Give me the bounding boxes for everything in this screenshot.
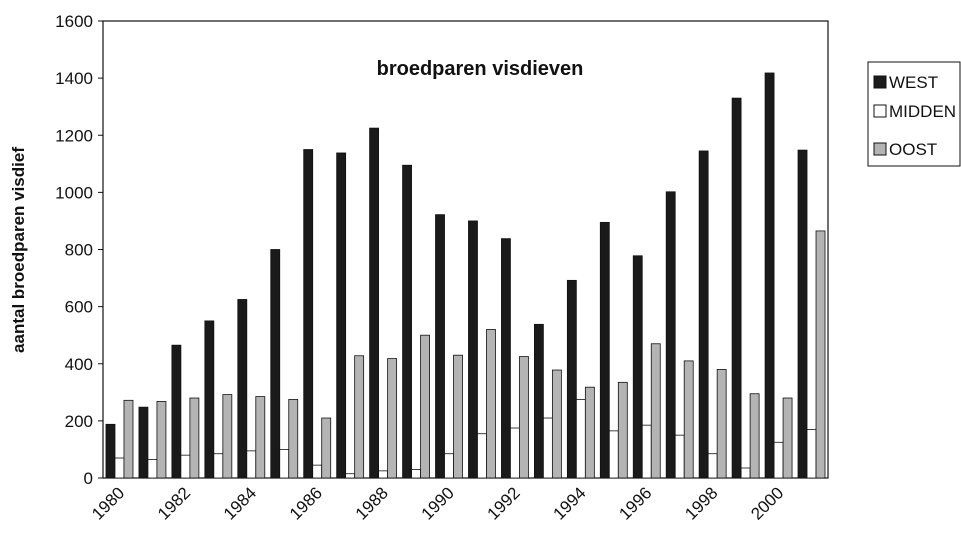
bar (204, 320, 215, 479)
bar (698, 150, 709, 479)
x-tick-label: 2000 (747, 483, 787, 523)
bar (617, 381, 628, 479)
bar (641, 424, 652, 479)
bar (731, 97, 742, 479)
bar (584, 386, 595, 479)
legend-label: WEST (889, 73, 938, 92)
bar (575, 399, 586, 479)
bar (674, 434, 685, 479)
bar (608, 430, 619, 479)
bar (222, 394, 233, 479)
bar (411, 469, 421, 479)
bar (806, 429, 817, 479)
x-tick-label: 1994 (549, 483, 589, 523)
y-tick-label: 1000 (55, 183, 93, 202)
bar (123, 399, 134, 479)
x-tick-label: 1984 (220, 483, 260, 523)
bar (279, 449, 290, 479)
bar (519, 356, 529, 479)
y-tick-label: 1400 (55, 69, 93, 88)
bar (105, 423, 116, 479)
legend-swatch (873, 142, 887, 156)
chart-title: broedparen visdieven (377, 58, 584, 80)
bar (336, 152, 347, 479)
x-tick-label: 1998 (681, 483, 721, 523)
bar (542, 417, 553, 479)
y-tick-label: 800 (65, 241, 93, 260)
bar (378, 470, 389, 479)
legend-swatch (873, 75, 887, 89)
bar (533, 323, 544, 479)
bar (566, 279, 577, 479)
bar (797, 149, 808, 479)
bar (288, 399, 299, 479)
bar (665, 191, 676, 479)
bar (650, 343, 661, 479)
x-tick-label: 1988 (352, 483, 392, 523)
y-tick-label: 200 (65, 412, 93, 431)
bar (773, 441, 784, 479)
bar (255, 396, 266, 479)
bar (707, 453, 718, 479)
bar (551, 369, 562, 479)
bar (114, 457, 125, 479)
bar (486, 329, 496, 479)
y-tick-label: 1200 (55, 126, 93, 145)
bar (444, 453, 454, 479)
bar (453, 354, 463, 479)
x-tick-label: 1982 (154, 483, 194, 523)
bar (716, 369, 727, 479)
x-tick-label: 1996 (615, 483, 655, 523)
x-tick-label: 1990 (418, 483, 458, 523)
bar (815, 230, 826, 479)
bar (632, 255, 643, 479)
bar (740, 467, 751, 479)
bar (270, 249, 281, 479)
bar (782, 397, 793, 479)
y-tick-label: 400 (65, 355, 93, 374)
bar (387, 358, 398, 479)
bar (303, 149, 314, 479)
bar (402, 164, 412, 479)
x-tick-label: 1986 (286, 483, 326, 523)
bar (501, 238, 511, 479)
bar (369, 127, 380, 479)
bar (147, 459, 158, 479)
bar (312, 464, 323, 479)
x-tick-label: 1992 (484, 483, 524, 523)
legend-label: OOST (889, 140, 937, 159)
x-tick-label: 1980 (88, 483, 128, 523)
bar (237, 299, 248, 479)
bar (764, 72, 775, 479)
bar (189, 397, 200, 479)
legend-swatch (873, 104, 887, 118)
bar (345, 473, 356, 479)
bar (420, 334, 430, 479)
bar (599, 221, 610, 479)
y-axis-label: aantal broedparen visdief (9, 147, 28, 353)
bar (180, 454, 191, 479)
bar (354, 355, 365, 479)
bar (683, 360, 694, 479)
bar (213, 453, 224, 479)
y-tick-label: 0 (84, 469, 93, 488)
bar (477, 433, 487, 479)
bar (321, 417, 332, 479)
bar (138, 406, 149, 479)
bar (246, 450, 257, 479)
bar (435, 214, 445, 479)
bar (468, 220, 478, 479)
bar (156, 401, 167, 479)
legend-label: MIDDEN (889, 102, 956, 121)
y-tick-label: 1600 (55, 12, 93, 31)
bar (510, 427, 520, 479)
y-tick-label: 600 (65, 298, 93, 317)
bar (749, 393, 760, 479)
bar (171, 344, 182, 479)
